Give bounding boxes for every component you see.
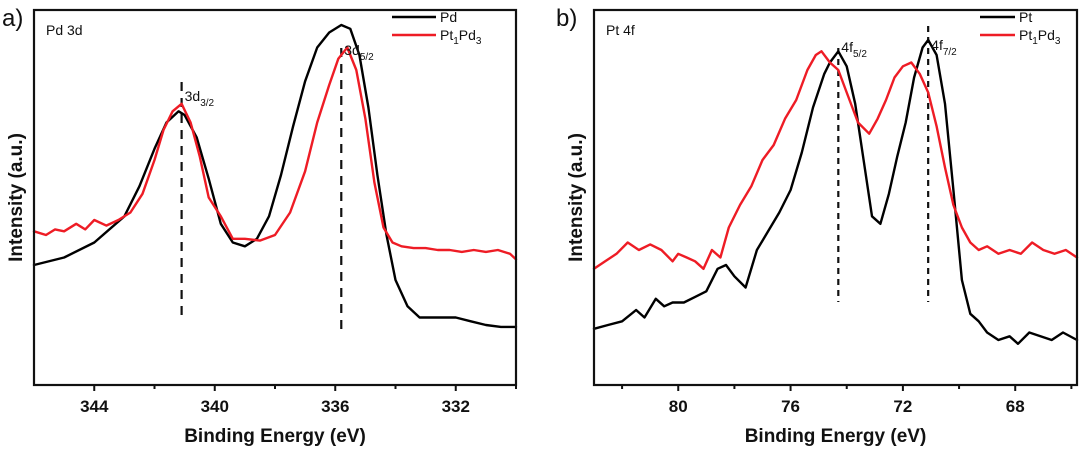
legend: Pd Pt1Pd3 <box>392 9 482 47</box>
y-axis-title: Intensity (a.u.) <box>6 133 27 262</box>
y-axis-title: Intensity (a.u.) <box>566 133 587 262</box>
x-tick-label: 68 <box>1006 397 1025 416</box>
region-label: Pt 4f <box>606 22 635 38</box>
x-tick-label: 344 <box>80 397 109 416</box>
x-tick-label: 80 <box>669 397 688 416</box>
series-line-pd <box>32 23 518 329</box>
panel-b: b) 4f5/2 4f7/2 80 76 72 68 Binding Energy (eV) I… <box>556 5 1079 447</box>
panel-label: a) <box>2 5 23 32</box>
x-tick-label: 76 <box>781 397 800 416</box>
region-label: Pd 3d <box>46 22 83 38</box>
x-axis-title: Binding Energy (eV) <box>184 426 366 447</box>
series-line-pt1pd3 <box>32 46 518 261</box>
x-tick-label: 336 <box>321 397 349 416</box>
plot-frame <box>592 8 1079 387</box>
x-tick-label: 340 <box>201 397 229 416</box>
panel-a: a) 3d3/2 3d5/2 344 340 336 332 Binding Energy (… <box>2 5 518 447</box>
x-tick-label: 332 <box>442 397 470 416</box>
panel-label: b) <box>556 5 577 32</box>
legend-label-pd: Pd <box>440 9 457 25</box>
peak-label: 3d3/2 <box>185 88 215 109</box>
x-tick-label: 72 <box>893 397 912 416</box>
peak-label: 4f7/2 <box>931 37 957 58</box>
series-line-pt1pd3 <box>592 50 1079 270</box>
peak-label: 3d5/2 <box>344 42 374 63</box>
peak-label: 4f5/2 <box>841 39 867 60</box>
legend-label-pt1pd3: Pt1Pd3 <box>1019 27 1061 47</box>
x-axis-title: Binding Energy (eV) <box>745 426 927 447</box>
legend-label-pt1pd3: Pt1Pd3 <box>440 27 482 47</box>
legend-label-pt: Pt <box>1019 9 1032 25</box>
series-line-pt <box>592 38 1079 345</box>
legend: Pt Pt1Pd3 <box>980 9 1061 47</box>
